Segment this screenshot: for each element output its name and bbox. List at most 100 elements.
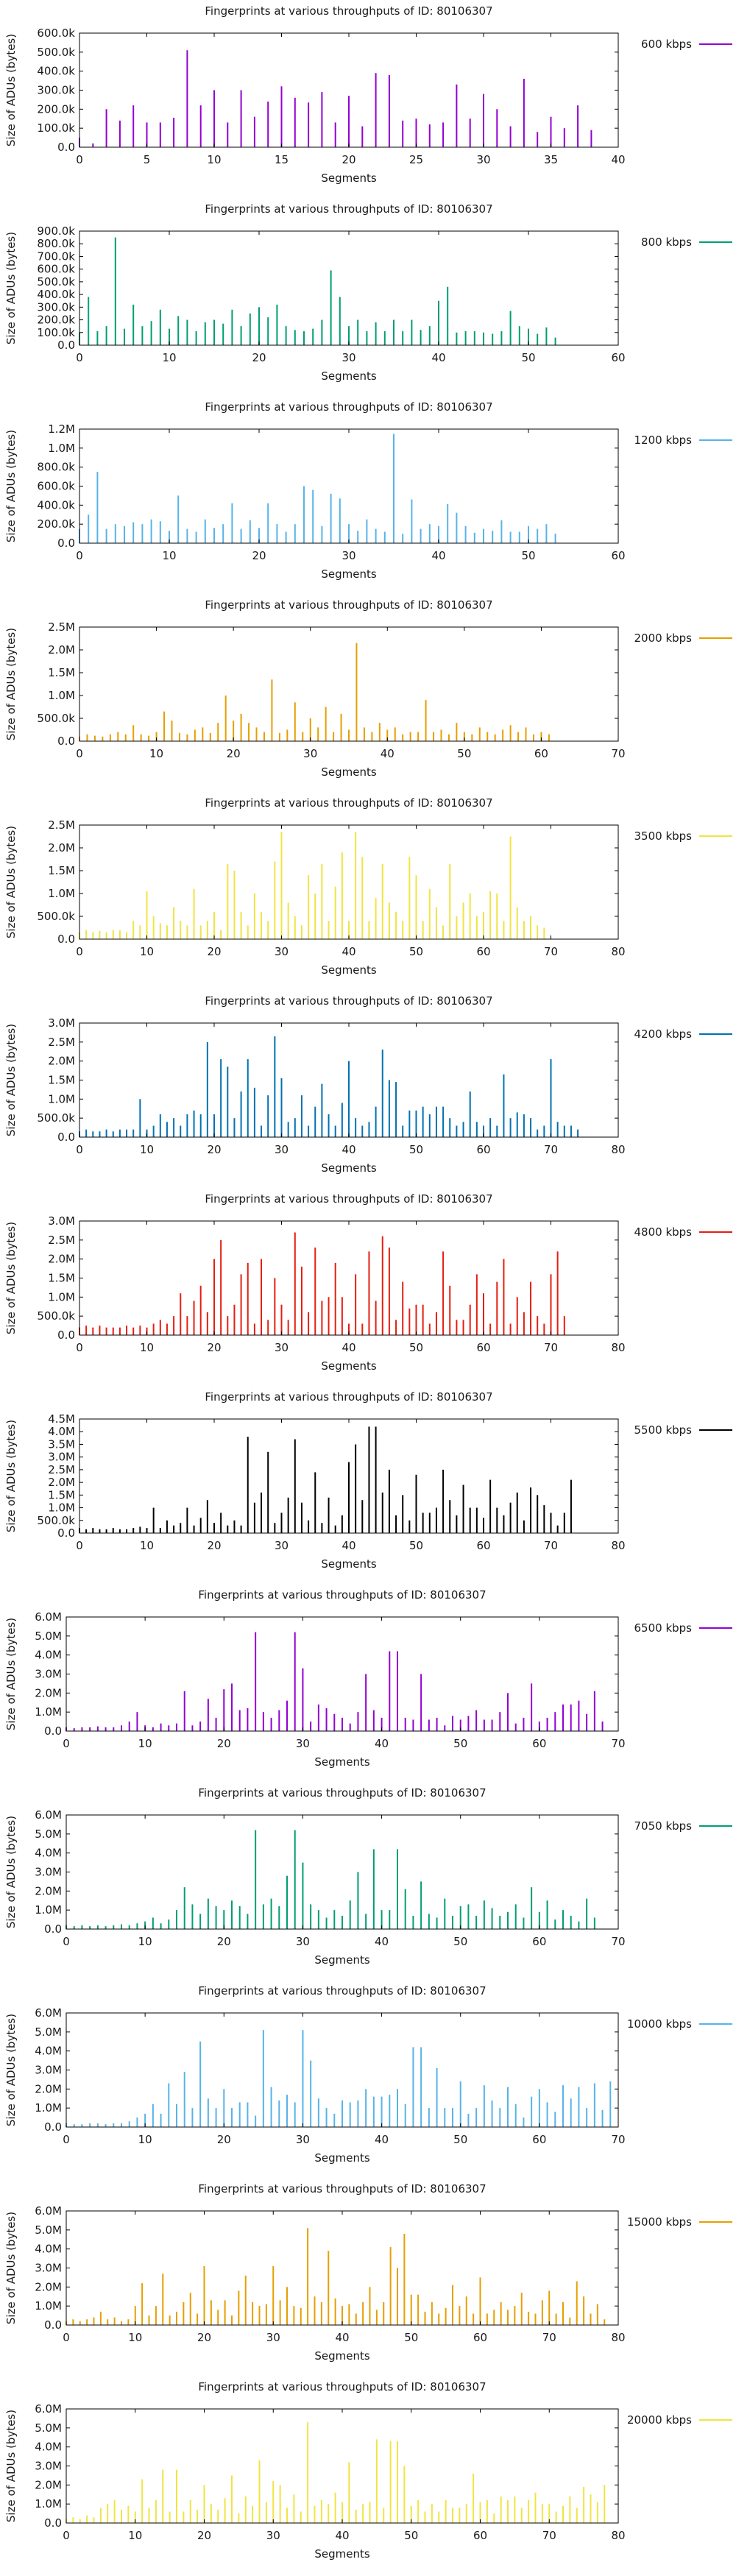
x-tick-label: 10 [138, 1935, 152, 1948]
y-tick-label: 400.0k [37, 65, 75, 78]
x-tick-label: 80 [611, 1341, 625, 1354]
y-tick-label: 1.0M [48, 689, 75, 702]
x-axis-label: Segments [321, 1161, 377, 1175]
chart-svg: Fingerprints at various throughputs of I… [4, 1984, 732, 2165]
x-tick-label: 10 [140, 1341, 154, 1354]
x-tick-label: 30 [303, 747, 317, 760]
x-tick-label: 30 [296, 1737, 310, 1750]
x-tick-label: 60 [476, 945, 490, 958]
x-tick-label: 50 [453, 1737, 467, 1750]
x-tick-label: 30 [296, 2133, 310, 2146]
x-tick-label: 40 [431, 549, 445, 562]
legend-label: 7050 kbps [634, 1819, 693, 1833]
legend: 2000 kbps [634, 631, 732, 645]
y-tick-label: 1.0M [48, 1501, 75, 1515]
chart-panel: Fingerprints at various throughputs of I… [0, 1386, 736, 1584]
y-tick-label: 1.5M [48, 666, 75, 679]
chart-svg: Fingerprints at various throughputs of I… [4, 1588, 732, 1769]
legend-label: 6500 kbps [634, 1621, 693, 1635]
legend: 4200 kbps [634, 1027, 732, 1041]
bars-group [66, 2422, 606, 2523]
y-tick-label: 1.0M [35, 2101, 62, 2115]
y-tick-label: 5.0M [35, 2025, 62, 2039]
x-tick-label: 60 [473, 2529, 487, 2542]
chart-title: Fingerprints at various throughputs of I… [198, 2182, 486, 2195]
bars-group [79, 643, 550, 741]
chart-title: Fingerprints at various throughputs of I… [205, 4, 492, 18]
chart-svg: Fingerprints at various throughputs of I… [4, 400, 732, 581]
x-tick-label: 40 [342, 1341, 355, 1354]
chart-panel: Fingerprints at various throughputs of I… [0, 198, 736, 396]
chart-title: Fingerprints at various throughputs of I… [198, 2380, 486, 2393]
y-tick-label: 1.0M [48, 887, 75, 900]
x-tick-label: 50 [404, 2529, 418, 2542]
y-tick-label: 5.0M [35, 1630, 62, 1643]
y-tick-label: 4.0M [35, 1649, 62, 1662]
x-tick-label: 60 [476, 1143, 490, 1156]
legend-label: 15000 kbps [627, 2215, 692, 2229]
x-tick-label: 80 [611, 2529, 625, 2542]
legend: 15000 kbps [627, 2215, 732, 2229]
y-tick-label: 2.0M [35, 1884, 62, 1897]
x-tick-label: 10 [162, 351, 176, 364]
y-axis-label: Size of ADUs (bytes) [4, 1816, 18, 1928]
y-tick-label: 2.5M [48, 1036, 75, 1049]
x-tick-label: 35 [544, 153, 558, 166]
x-tick-label: 40 [342, 1143, 355, 1156]
x-axis-label: Segments [321, 171, 377, 185]
y-tick-label: 2.0M [35, 2280, 62, 2293]
legend-label: 3500 kbps [634, 829, 693, 843]
x-tick-label: 50 [453, 1935, 467, 1948]
y-tick-label: 1.2M [48, 422, 75, 436]
chart-title: Fingerprints at various throughputs of I… [198, 1786, 486, 1800]
y-tick-label: 1.0M [48, 1290, 75, 1303]
y-tick-label: 1.0M [35, 2299, 62, 2313]
chart-panel: Fingerprints at various throughputs of I… [0, 2376, 736, 2574]
y-tick-label: 3.0M [48, 1214, 75, 1228]
y-tick-label: 2.5M [48, 1234, 75, 1247]
chart-title: Fingerprints at various throughputs of I… [205, 202, 492, 216]
y-tick-label: 500.0k [37, 275, 75, 289]
y-tick-label: 2.0M [35, 1686, 62, 1699]
x-tick-label: 0 [63, 2133, 70, 2146]
x-tick-label: 60 [534, 747, 548, 760]
legend: 10000 kbps [627, 2017, 732, 2031]
y-tick-label: 1.5M [48, 1488, 75, 1501]
chart-svg: Fingerprints at various throughputs of I… [4, 1192, 732, 1373]
x-tick-label: 50 [457, 747, 471, 760]
chart-svg: Fingerprints at various throughputs of I… [4, 994, 732, 1175]
y-tick-label: 4.0M [35, 1847, 62, 1860]
y-axis-label: Size of ADUs (bytes) [4, 2014, 18, 2126]
y-tick-label: 200.0k [37, 102, 75, 116]
x-tick-label: 0 [76, 747, 83, 760]
y-tick-label: 800.0k [37, 237, 75, 250]
bars-group [79, 832, 545, 939]
legend-label: 800 kbps [641, 236, 692, 249]
chart-title: Fingerprints at various throughputs of I… [198, 1984, 486, 1998]
y-tick-label: 3.0M [35, 2262, 62, 2275]
x-tick-label: 80 [611, 1539, 625, 1552]
y-tick-label: 0.0 [44, 2516, 62, 2530]
x-tick-label: 50 [404, 2331, 418, 2344]
bars-group [79, 1232, 565, 1335]
y-tick-label: 900.0k [37, 224, 75, 238]
x-tick-label: 20 [252, 549, 266, 562]
chart-panel: Fingerprints at various throughputs of I… [0, 1782, 736, 1980]
y-tick-label: 6.0M [35, 2006, 62, 2020]
x-tick-label: 80 [611, 2331, 625, 2344]
x-tick-label: 10 [128, 2331, 142, 2344]
y-axis-label: Size of ADUs (bytes) [4, 628, 18, 740]
x-tick-label: 40 [342, 1539, 355, 1552]
x-tick-label: 70 [542, 2331, 556, 2344]
x-tick-label: 70 [544, 1341, 558, 1354]
chart-panel: Fingerprints at various throughputs of I… [0, 0, 736, 198]
y-axis-label: Size of ADUs (bytes) [4, 1618, 18, 1730]
legend-label: 4800 kbps [634, 1225, 693, 1239]
y-tick-label: 0.0 [57, 537, 75, 550]
x-tick-label: 70 [611, 2133, 625, 2146]
bars-group [79, 237, 556, 345]
x-tick-label: 40 [335, 2529, 349, 2542]
x-tick-label: 40 [375, 2133, 389, 2146]
x-tick-label: 60 [476, 1539, 490, 1552]
y-tick-label: 2.0M [48, 1253, 75, 1266]
